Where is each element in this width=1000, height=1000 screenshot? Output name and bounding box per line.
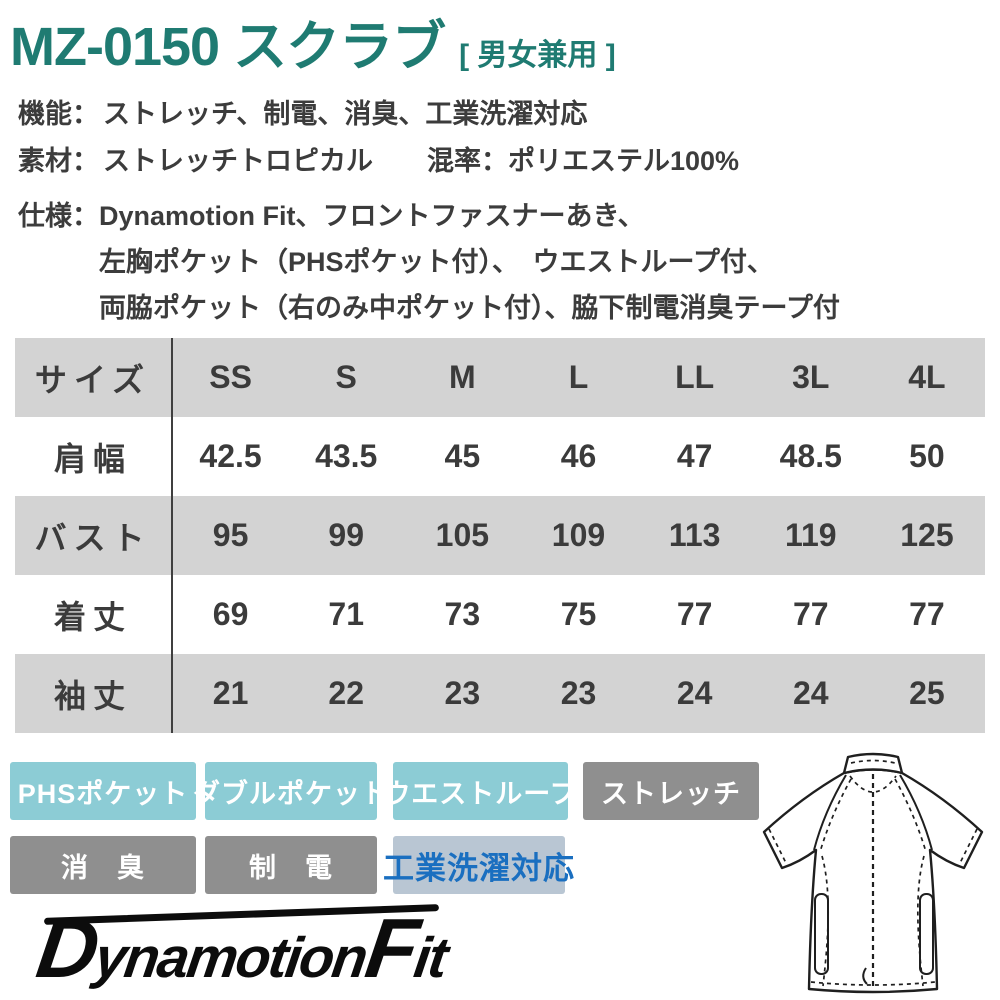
value-cell: 105 — [435, 517, 490, 553]
header-cell: S — [335, 359, 357, 395]
row-label-cell: 肩幅 — [15, 417, 173, 496]
product-model-name: MZ-0150 スクラブ — [10, 17, 446, 77]
header-cell: SS — [209, 359, 252, 395]
value-cell: 95 — [212, 517, 249, 553]
cuff-stitch-left — [768, 828, 787, 864]
badge-industrial-wash: 工業洗濯対応 — [383, 836, 574, 894]
back-neck-stitch — [849, 775, 897, 793]
table-row-sleeve: 袖丈 21 22 23 23 24 24 25 — [15, 654, 985, 733]
header-cell: LL — [675, 359, 715, 395]
badge-double-pocket: ダブルポケット — [193, 762, 388, 820]
dynamotion-fit-logo: DynamotionFit — [14, 893, 674, 995]
row-label-cell: 着丈 — [15, 575, 173, 654]
features-label: 機能： — [18, 99, 99, 129]
material-label: 素材： — [18, 146, 99, 176]
raglan-stitch-right — [894, 778, 927, 853]
garment-collar — [842, 752, 904, 775]
value-cell: 119 — [784, 517, 837, 553]
value-cell: 25 — [909, 675, 945, 711]
page-title: MZ-0150 スクラブ [ 男女兼用 ] — [10, 2, 616, 81]
collar-stitch — [850, 759, 896, 764]
value-cell: 48.5 — [779, 438, 842, 474]
badge-phs-pocket: PHSポケット — [10, 762, 196, 820]
header-cell: M — [449, 359, 476, 395]
value-cell: 45 — [444, 438, 481, 474]
header-cell-size: サイズ — [15, 338, 173, 417]
table-row-bust: バスト 95 99 105 109 113 119 125 — [15, 496, 985, 575]
scrub-back-illustration — [762, 752, 984, 994]
cuff-stitch-right — [959, 828, 978, 864]
row-label-cell: バスト — [15, 496, 173, 575]
header-cell: L — [568, 359, 589, 395]
value-cell: 125 — [900, 517, 954, 553]
side-pocket-left — [814, 893, 829, 975]
badge-antistatic: 制 電 — [205, 836, 377, 894]
material-line: 素材： ストレッチトロピカル 混率：ポリエステル100% — [18, 139, 739, 178]
unisex-tag: [ 男女兼用 ] — [459, 39, 616, 72]
value-cell: 71 — [328, 596, 364, 632]
badge-stretch: ストレッチ — [583, 762, 759, 820]
value-cell: 47 — [676, 438, 713, 474]
value-cell: 77 — [792, 596, 829, 632]
value-cell: 109 — [551, 517, 606, 553]
value-cell: 75 — [560, 596, 597, 632]
value-cell: 113 — [668, 517, 721, 553]
logo-text: DynamotionFit — [31, 901, 453, 995]
value-cell: 21 — [212, 675, 249, 711]
logo-part-ynamotion: ynamotion — [90, 926, 370, 990]
value-cell: 43.5 — [315, 438, 378, 474]
value-cell: 77 — [909, 596, 945, 632]
value-cell: 50 — [909, 438, 945, 474]
badge-deodorant: 消 臭 — [10, 836, 196, 894]
header-cell: 3L — [792, 359, 830, 395]
value-cell: 23 — [444, 675, 481, 711]
details-line: 左胸ポケット（PHSポケット付）、 ウエストループ付、 — [99, 247, 774, 277]
value-cell: 42.5 — [199, 438, 262, 474]
value-cell: 24 — [792, 675, 829, 711]
size-table-header-row: サイズ SS S M L LL 3L 4L — [15, 338, 985, 417]
features-text: ストレッチ、制電、消臭、工業洗濯対応 — [103, 99, 588, 129]
details-block: 仕様： Dynamotion Fit、フロントファスナーあき、 左胸ポケット（P… — [18, 193, 840, 331]
value-cell: 99 — [328, 517, 364, 553]
features-line: 機能： ストレッチ、制電、消臭、工業洗濯対応 — [18, 92, 587, 131]
value-cell: 73 — [444, 596, 481, 632]
details-line: 両脇ポケット（右のみ中ポケット付）、脇下制電消臭テープ付 — [99, 293, 840, 323]
side-pocket-right — [919, 893, 934, 975]
details-label: 仕様： — [18, 201, 99, 231]
badge-waist-loop: ウエストループ — [383, 762, 577, 820]
header-cell: 4L — [908, 359, 946, 395]
table-row-shoulder: 肩幅 42.5 43.5 45 46 47 48.5 50 — [15, 417, 985, 496]
side-seam-left — [821, 855, 829, 987]
value-cell: 46 — [560, 438, 597, 474]
wrinkle-mark — [862, 967, 868, 985]
value-cell: 69 — [212, 596, 249, 632]
value-cell: 24 — [676, 675, 713, 711]
garment-body-outline — [762, 768, 984, 994]
table-row-length: 着丈 69 71 73 75 77 77 77 — [15, 575, 985, 654]
raglan-stitch-left — [819, 778, 852, 853]
value-cell: 23 — [560, 675, 597, 711]
value-cell: 77 — [676, 596, 713, 632]
details-line: Dynamotion Fit、フロントファスナーあき、 — [99, 201, 645, 231]
value-cell: 22 — [328, 675, 364, 711]
material-text: ストレッチトロピカル 混率：ポリエステル100% — [103, 146, 740, 176]
details-lines: Dynamotion Fit、フロントファスナーあき、 左胸ポケット（PHSポケ… — [99, 193, 840, 331]
row-label-cell: 袖丈 — [15, 654, 173, 733]
size-table: サイズ SS S M L LL 3L 4L 肩幅 42.5 43.5 45 46… — [15, 338, 985, 733]
